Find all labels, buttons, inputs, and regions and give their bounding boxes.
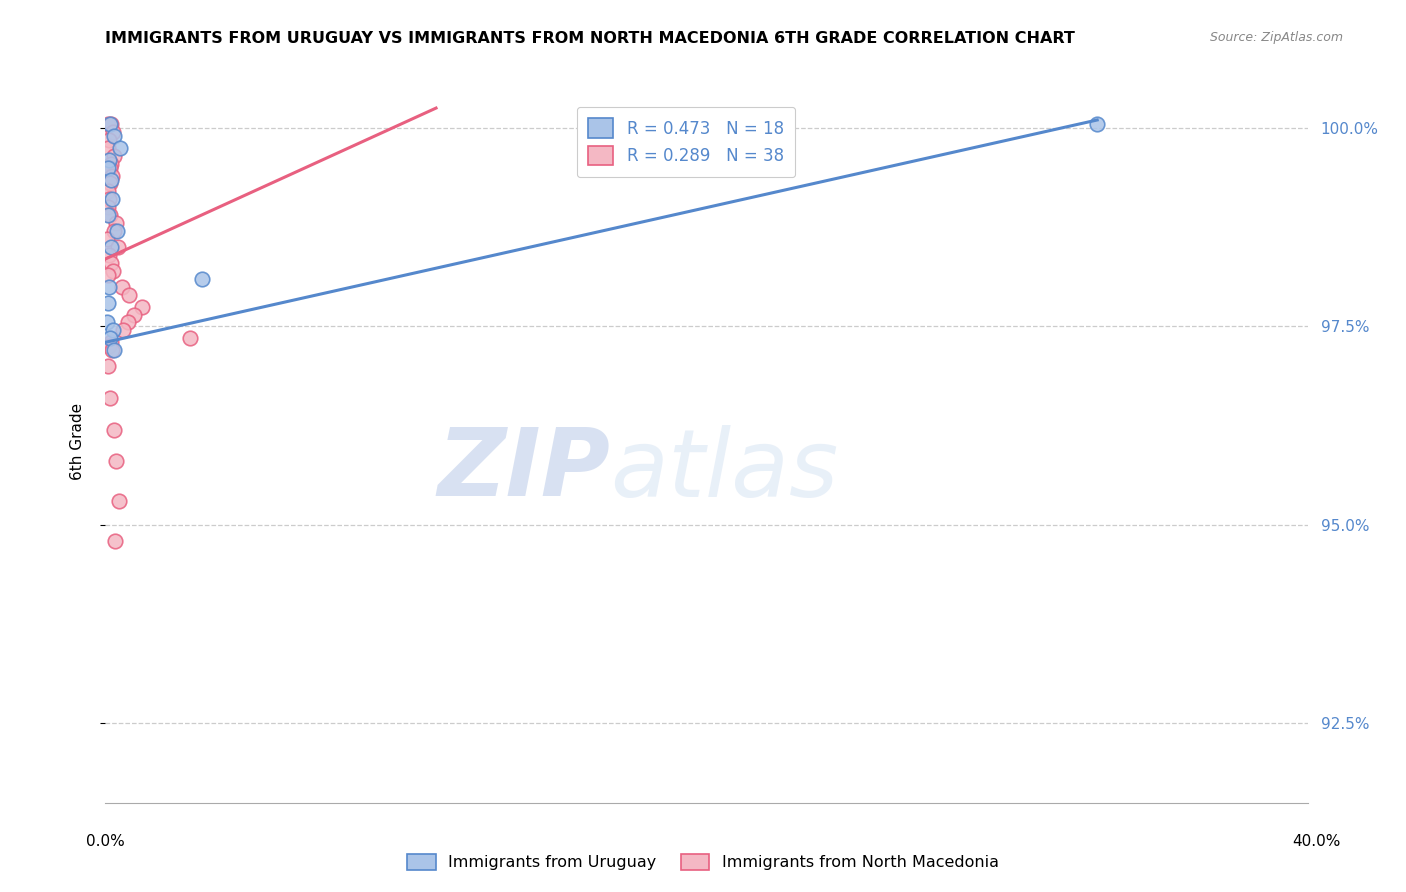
Point [101,323,124,337]
Legend: Immigrants from Uruguay, Immigrants from North Macedonia: Immigrants from Uruguay, Immigrants from… [401,847,1005,877]
Point [96,200,118,214]
Point [97,141,120,155]
Point [1085,117,1108,131]
Point [100,156,122,170]
Point [131,300,153,314]
Point [98,331,121,345]
Point [100,240,122,254]
Point [112,323,135,337]
Point [97,208,120,222]
Point [98,177,121,191]
Point [100,335,122,350]
Point [96,315,118,329]
Point [104,454,127,468]
Point [100,172,122,186]
Text: atlas: atlas [610,425,838,516]
Point [98,248,121,262]
Point [98,208,121,222]
Point [101,193,124,207]
Text: 40.0%: 40.0% [1292,834,1340,849]
Text: 0.0%: 0.0% [86,834,125,849]
Point [98,279,121,293]
Point [97,117,120,131]
Point [103,423,125,437]
Point [117,315,139,329]
Point [101,343,124,358]
Point [103,224,125,238]
Point [190,272,212,286]
Point [104,533,127,548]
Point [97,268,120,282]
Text: Source: ZipAtlas.com: Source: ZipAtlas.com [1209,31,1343,45]
Point [96,232,118,246]
Point [100,256,122,270]
Point [101,125,124,139]
Point [104,216,127,230]
Point [98,391,121,405]
Point [107,224,129,238]
Point [98,117,121,131]
Point [179,331,201,345]
Point [97,161,120,175]
Point [100,117,122,131]
Point [98,161,121,175]
Point [97,193,120,207]
Point [98,133,121,147]
Point [97,359,120,373]
Point [101,264,124,278]
Text: ZIP: ZIP [437,425,610,516]
Point [97,295,120,310]
Point [108,494,131,508]
Point [97,185,120,199]
Point [103,128,125,143]
Point [107,240,129,254]
Point [110,141,132,155]
Legend: R = 0.473   N = 18, R = 0.289   N = 38: R = 0.473 N = 18, R = 0.289 N = 38 [576,107,796,177]
Point [103,149,125,163]
Point [98,339,121,353]
Point [101,169,124,183]
Text: IMMIGRANTS FROM URUGUAY VS IMMIGRANTS FROM NORTH MACEDONIA 6TH GRADE CORRELATION: IMMIGRANTS FROM URUGUAY VS IMMIGRANTS FR… [105,31,1076,46]
Point [111,279,134,293]
Point [103,343,125,358]
Point [98,153,121,167]
Y-axis label: 6th Grade: 6th Grade [70,403,84,480]
Point [122,308,145,322]
Point [118,287,141,301]
